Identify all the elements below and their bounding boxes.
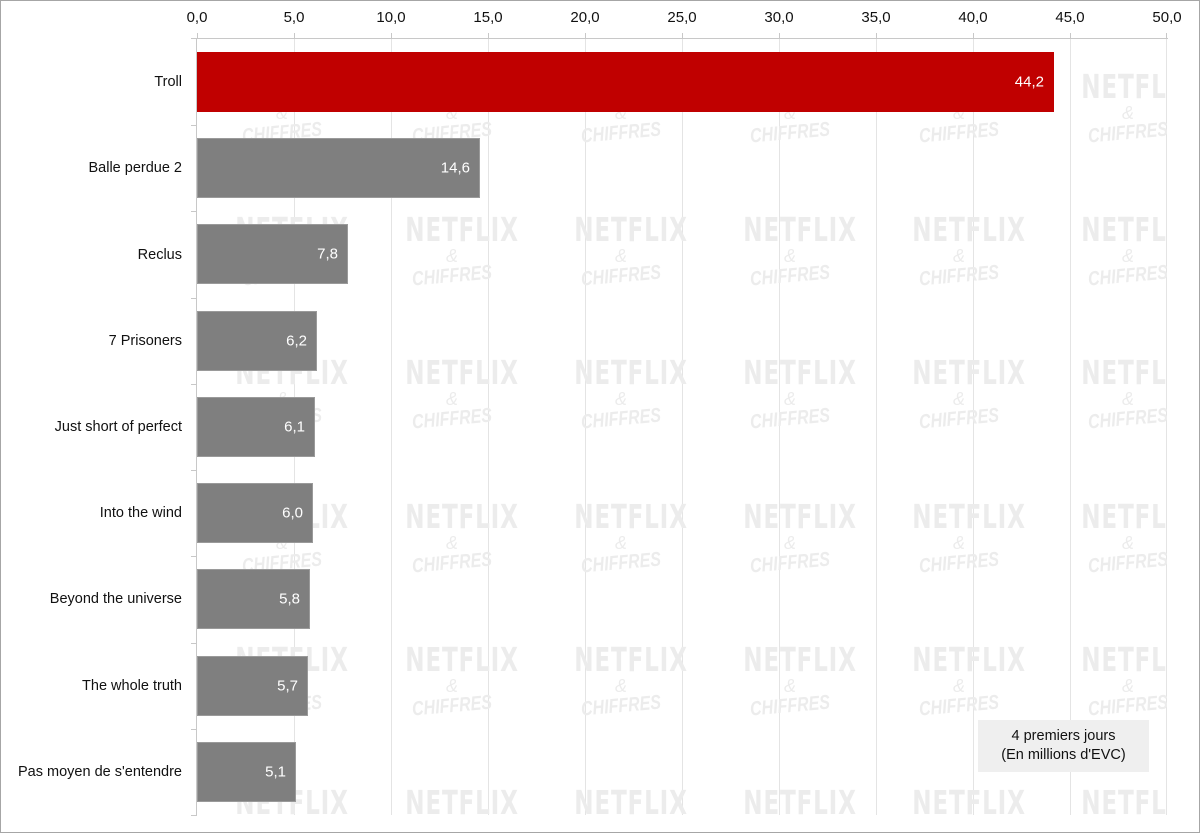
bar-value-label: 6,0: [282, 504, 303, 522]
y-tick-mark: [191, 815, 197, 816]
bar: 44,2: [197, 52, 1054, 112]
watermark: NETFLIX&CHIFFRES: [912, 353, 1026, 434]
x-axis-line: [191, 38, 1168, 39]
watermark: NETFLIX&CHIFFRES: [912, 640, 1026, 721]
category-label: Beyond the universe: [49, 591, 182, 607]
watermark: NETFLIX&CHIFFRES: [912, 497, 1026, 578]
watermark: NETFLIX&CHIFFRES: [1081, 67, 1167, 148]
gridline: [876, 39, 877, 815]
x-tick-label: 5,0: [283, 9, 305, 26]
bar: 5,7: [197, 656, 308, 716]
watermark: NETFLIX&CHIFFRES: [1081, 497, 1167, 578]
bar: 6,1: [197, 397, 315, 457]
x-tick-label: 30,0: [764, 9, 794, 26]
y-tick-mark: [191, 125, 197, 126]
x-tick-mark: [488, 33, 489, 39]
gridline: [488, 39, 489, 815]
category-label: Reclus: [137, 247, 182, 263]
bar-value-label: 44,2: [1014, 73, 1044, 91]
x-tick-label: 35,0: [861, 9, 891, 26]
bar-value-label: 5,1: [265, 763, 286, 781]
y-axis-line: [196, 38, 197, 816]
x-tick-label: 0,0: [186, 9, 208, 26]
watermark: NETFLIX&CHIFFRES: [574, 497, 688, 578]
y-tick-mark: [191, 470, 197, 471]
bar-value-label: 5,8: [279, 590, 300, 608]
x-tick-label: 40,0: [958, 9, 988, 26]
gridline: [1166, 39, 1167, 815]
gridline: [391, 39, 392, 815]
category-label: Balle perdue 2: [88, 160, 182, 176]
x-tick-label: 45,0: [1055, 9, 1085, 26]
gridline: [585, 39, 586, 815]
x-tick-label: 15,0: [473, 9, 503, 26]
x-tick-label: 50,0: [1152, 9, 1182, 26]
watermark: NETFLIX&CHIFFRES: [743, 210, 857, 291]
bar: 7,8: [197, 224, 348, 284]
category-label: Into the wind: [99, 505, 182, 521]
x-tick-mark: [1166, 33, 1167, 39]
watermark: NETFLIX&CHIFFRES: [1081, 353, 1167, 434]
y-tick-mark: [191, 643, 197, 644]
x-tick-label: 10,0: [376, 9, 406, 26]
annotation-line-2: (En millions d'EVC): [1001, 747, 1126, 763]
category-label: Troll: [154, 74, 182, 90]
annotation-box: 4 premiers jours (En millions d'EVC): [978, 720, 1149, 772]
x-tick-label: 20,0: [570, 9, 600, 26]
gridline: [1070, 39, 1071, 815]
watermark: NETFLIX&CHIFFRES: [743, 353, 857, 434]
watermark: NETFLIX&CHIFFRES: [1081, 210, 1167, 291]
category-label: Just short of perfect: [54, 419, 182, 435]
y-tick-mark: [191, 729, 197, 730]
x-tick-mark: [197, 33, 198, 39]
bar: 6,2: [197, 311, 317, 371]
x-tick-label: 25,0: [667, 9, 697, 26]
y-tick-mark: [191, 384, 197, 385]
gridline: [682, 39, 683, 815]
watermark: NETFLIX&CHIFFRES: [912, 210, 1026, 291]
category-label: The whole truth: [82, 678, 182, 694]
watermark: NETFLIX&CHIFFRES: [574, 353, 688, 434]
bar-value-label: 6,1: [284, 418, 305, 436]
watermark: NETFLIX&CHIFFRES: [743, 497, 857, 578]
y-tick-mark: [191, 298, 197, 299]
watermark: NETFLIX&CHIFFRES: [574, 783, 688, 816]
category-label: 7 Prisoners: [108, 333, 182, 349]
watermark: NETFLIX&CHIFFRES: [574, 210, 688, 291]
bar: 6,0: [197, 483, 313, 543]
watermark: NETFLIX&CHIFFRES: [1081, 640, 1167, 721]
bar-value-label: 6,2: [286, 332, 307, 350]
watermark: NETFLIX&CHIFFRES: [405, 497, 519, 578]
watermark: NETFLIX&CHIFFRES: [912, 783, 1026, 816]
x-tick-mark: [876, 33, 877, 39]
bar: 5,1: [197, 742, 296, 802]
watermark: NETFLIX&CHIFFRES: [405, 783, 519, 816]
x-tick-mark: [585, 33, 586, 39]
gridline: [973, 39, 974, 815]
x-tick-mark: [973, 33, 974, 39]
bar-value-label: 7,8: [317, 245, 338, 263]
y-tick-mark: [191, 211, 197, 212]
x-tick-mark: [294, 33, 295, 39]
annotation-line-1: 4 premiers jours: [1011, 728, 1116, 744]
bar-value-label: 5,7: [277, 677, 298, 695]
y-tick-mark: [191, 556, 197, 557]
x-tick-mark: [779, 33, 780, 39]
watermark: NETFLIX&CHIFFRES: [405, 210, 519, 291]
watermark: NETFLIX&CHIFFRES: [405, 640, 519, 721]
bar: 5,8: [197, 569, 310, 629]
x-tick-mark: [682, 33, 683, 39]
bar-value-label: 14,6: [440, 159, 470, 177]
watermark: NETFLIX&CHIFFRES: [743, 640, 857, 721]
bar: 14,6: [197, 138, 480, 198]
watermark: NETFLIX&CHIFFRES: [574, 640, 688, 721]
x-tick-mark: [391, 33, 392, 39]
gridline: [779, 39, 780, 815]
category-label: Pas moyen de s'entendre: [18, 764, 182, 780]
x-tick-mark: [1070, 33, 1071, 39]
watermark: NETFLIX&CHIFFRES: [1081, 783, 1167, 816]
watermark: NETFLIX&CHIFFRES: [743, 783, 857, 816]
watermark: NETFLIX&CHIFFRES: [405, 353, 519, 434]
